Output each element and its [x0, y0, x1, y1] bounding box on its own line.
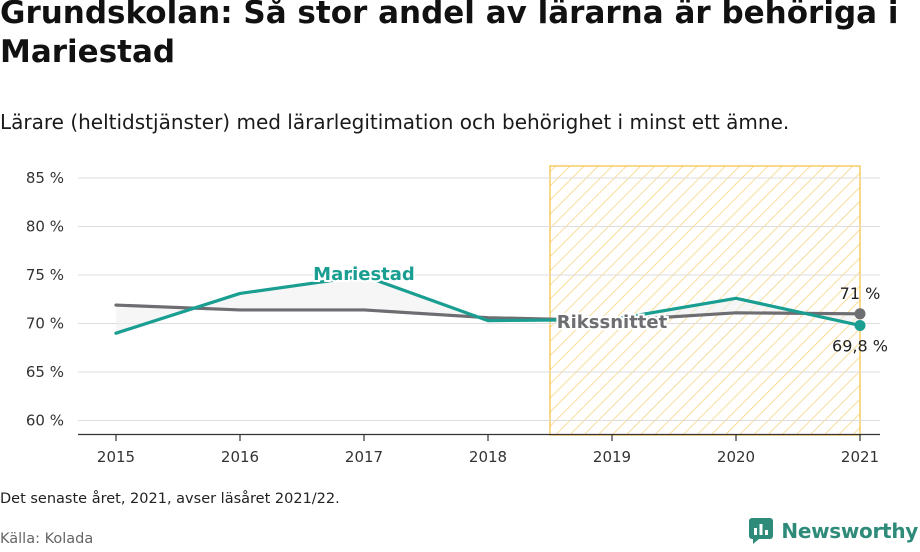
x-tick-label: 2019	[593, 448, 631, 466]
highlight-area-2019-2021	[549, 165, 861, 436]
series-end-points	[854, 308, 866, 331]
y-tick-label: 65 %	[26, 363, 64, 381]
y-tick-label: 75 %	[26, 266, 64, 284]
difference-band	[116, 275, 860, 334]
x-tick-label: 2015	[97, 448, 135, 466]
highlight-region	[549, 165, 861, 436]
end-point-rikssnittet	[854, 308, 866, 320]
end-value-rikssnittet: 71 %	[840, 284, 881, 303]
gridlines	[78, 177, 880, 421]
page-title: Grundskolan: Så stor andel av lärarna är…	[0, 0, 899, 70]
footnote: Det senaste året, 2021, avser läsåret 20…	[0, 491, 340, 507]
x-tick-label: 2016	[221, 448, 259, 466]
x-tick-label: 2020	[717, 448, 755, 466]
series-label-mariestad: Mariestad	[313, 264, 415, 285]
brand-name: Newsworthy	[781, 519, 918, 543]
series-labels: Mariestad Rikssnittet 71 % 69,8 %	[311, 262, 888, 355]
page-subtitle: Lärare (heltidstjänster) med lärarlegiti…	[0, 110, 790, 134]
line-rikssnittet	[114, 303, 862, 323]
difference-fill	[116, 275, 860, 334]
end-value-mariestad: 69,8 %	[832, 336, 888, 355]
x-tick-label: 2018	[469, 448, 507, 466]
x-tick-label: 2021	[841, 448, 879, 466]
x-axis: 2015 2016 2017 2018 2019 2020 2021	[78, 433, 880, 466]
line-mariestad	[114, 274, 862, 335]
series-lines	[114, 274, 862, 335]
y-tick-label: 60 %	[26, 412, 64, 430]
end-point-mariestad	[854, 319, 866, 331]
y-tick-label: 80 %	[26, 218, 64, 236]
series-label-rikssnittet: Rikssnittet	[557, 312, 668, 333]
y-tick-label: 85 %	[26, 169, 64, 187]
y-axis-ticks: 60 % 65 % 70 % 75 % 80 % 85 %	[26, 169, 64, 430]
brand-logo[interactable]: Newsworthy	[749, 518, 918, 544]
source-text: Källa: Kolada	[0, 531, 94, 547]
y-tick-label: 70 %	[26, 315, 64, 333]
newsworthy-logo-icon	[749, 518, 774, 544]
x-tick-label: 2017	[345, 448, 383, 466]
